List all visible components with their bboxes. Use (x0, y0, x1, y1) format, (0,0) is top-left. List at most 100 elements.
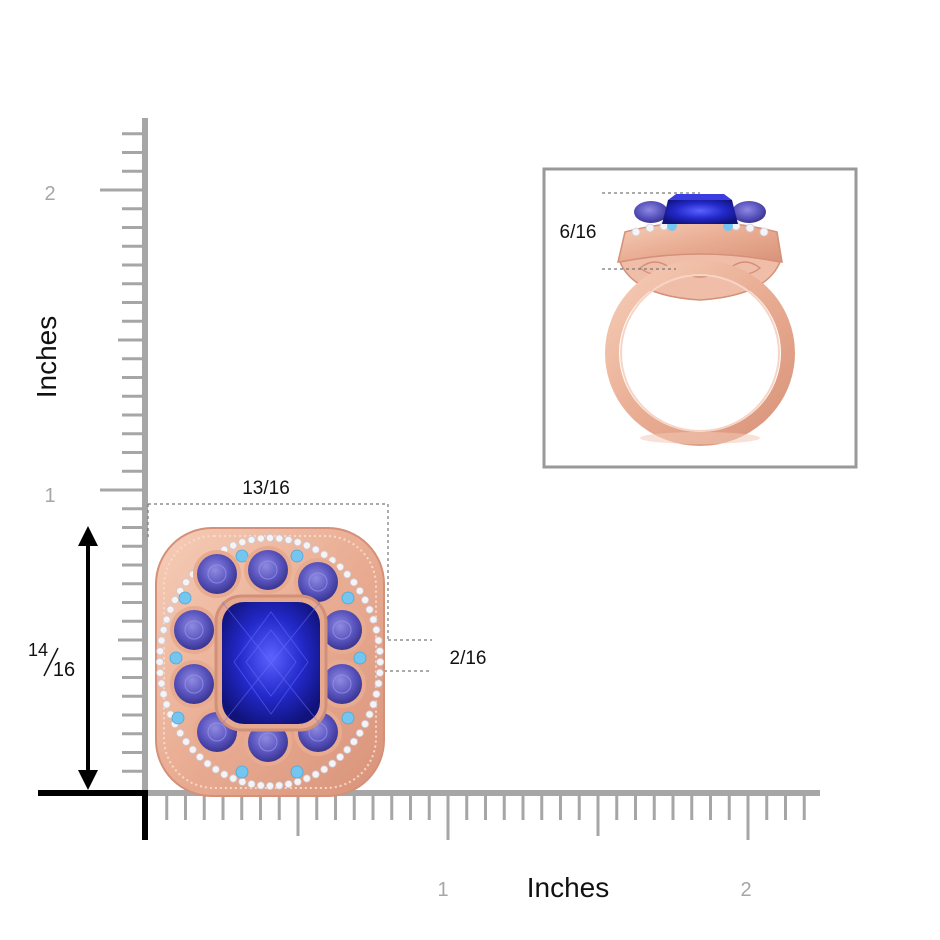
horizontal-tick (315, 796, 319, 820)
horizontal-tick (652, 796, 656, 820)
horizontal-tick (465, 796, 469, 820)
diamond-stone (302, 541, 311, 550)
diamond-stone (170, 596, 179, 605)
diamond-stone (188, 745, 197, 754)
aquamarine-stone (169, 651, 183, 665)
side-tanzanite-left (634, 201, 668, 223)
diamond-stone (320, 765, 329, 774)
vertical-tick (100, 188, 148, 192)
vertical-tick (122, 694, 148, 698)
diamond-stone (328, 759, 337, 768)
vertical-tick (122, 526, 148, 529)
vertical-ruler (38, 118, 148, 840)
horizontal-tick (484, 796, 487, 820)
diamond-stone (343, 570, 352, 579)
diamond-stone (203, 759, 212, 768)
diamond-stone (182, 737, 191, 746)
vertical-tick-label-1: 1 (44, 485, 55, 507)
center-tanzanite (222, 602, 320, 724)
width-label: 13/16 (242, 478, 290, 499)
vertical-tick (100, 488, 148, 492)
diamond-stone (293, 538, 302, 547)
side-diamond-row (631, 221, 769, 237)
diamond-stone (375, 668, 384, 677)
vertical-tick (122, 301, 148, 304)
diamond-stone (365, 710, 374, 719)
horizontal-tick (371, 796, 375, 820)
vertical-tick (122, 263, 148, 267)
diamond-stone (293, 777, 302, 786)
horizontal-tick (296, 796, 300, 836)
horizontal-tick (727, 796, 731, 820)
vertical-tick (122, 507, 148, 511)
vertical-tick (122, 207, 148, 211)
band-dimension-lines (372, 639, 432, 672)
diamond-stone (374, 636, 383, 645)
horizontal-ruler-bar (148, 790, 820, 796)
diamond-stone (275, 534, 284, 543)
tanzanite-stone (170, 660, 218, 708)
diamond-stone (256, 534, 265, 543)
vertical-tick (122, 563, 148, 567)
vertical-tick (122, 282, 148, 286)
diamond-stone (355, 729, 364, 738)
vertical-tick (122, 357, 148, 361)
vertical-tick (122, 619, 148, 623)
vertical-tick (122, 769, 148, 773)
diamond-stone (157, 636, 166, 645)
diamond-stone (311, 545, 320, 554)
vertical-tick (118, 638, 148, 642)
horizontal-ruler (148, 790, 820, 840)
horizontal-axis-label: Inches (527, 872, 610, 903)
aquamarine-stone (353, 651, 367, 665)
diamond-stone (162, 615, 171, 624)
aquamarine-stone (235, 549, 249, 563)
baseline-bar (38, 790, 148, 796)
vertical-tick (122, 751, 148, 754)
vertical-tick (122, 244, 148, 248)
side-height-label: 6/16 (560, 222, 597, 243)
horizontal-tick (521, 796, 525, 820)
horizontal-tick (259, 796, 262, 820)
diamond-stone (229, 541, 238, 550)
diamond-stone (336, 753, 345, 762)
vertical-tick (122, 713, 148, 717)
diamond-stone (159, 625, 168, 634)
tanzanite-stone (294, 558, 342, 606)
diamond-stone (361, 720, 370, 729)
band-width-label: 2/16 (450, 648, 487, 669)
diamond-stone (176, 729, 185, 738)
vertical-tick (122, 432, 148, 436)
diamond-stone (343, 745, 352, 754)
tanzanite-stone (318, 606, 366, 654)
side-height-lines (602, 192, 700, 270)
diamond-stone (349, 737, 358, 746)
horizontal-tick (277, 796, 281, 820)
aquamarine-stone (171, 711, 185, 725)
vertical-tick (122, 582, 148, 586)
aquamarine-accent-stones (169, 549, 367, 779)
diamond-stone (182, 578, 191, 587)
horizontal-tick (784, 796, 787, 820)
diamond-stone (372, 690, 381, 699)
horizontal-tick (502, 796, 506, 820)
diamond-stone (238, 538, 247, 547)
horizontal-tick (559, 796, 562, 820)
tanzanite-stone (193, 550, 241, 598)
height-fraction-slash (43, 647, 59, 677)
diamond-stone (265, 782, 274, 791)
side-center-tanzanite (662, 200, 738, 224)
aquamarine-stone (290, 765, 304, 779)
horizontal-tick (765, 796, 769, 820)
vertical-tick (122, 544, 148, 548)
aquamarine-stone (290, 549, 304, 563)
diamond-stone (156, 668, 165, 677)
ring-top-view-icon (155, 527, 385, 797)
diamond-stone (275, 781, 284, 790)
diamond-stone (159, 690, 168, 699)
horizontal-tick (671, 796, 675, 820)
diamond-stone (155, 658, 164, 667)
horizontal-tick (634, 796, 637, 820)
horizontal-tick (409, 796, 412, 820)
